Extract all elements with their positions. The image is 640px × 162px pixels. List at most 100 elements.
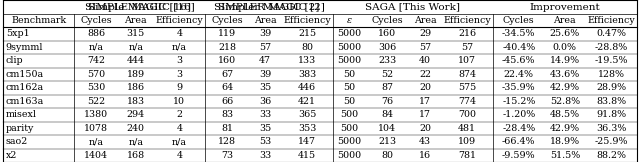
Text: n/a: n/a	[172, 43, 187, 52]
Text: 700: 700	[458, 110, 476, 119]
Text: 73: 73	[221, 151, 233, 160]
Text: 5000: 5000	[337, 29, 361, 38]
Text: 57: 57	[419, 43, 431, 52]
Text: 147: 147	[298, 137, 316, 146]
Text: Area: Area	[124, 16, 147, 25]
Text: 20: 20	[419, 124, 431, 133]
Text: 66: 66	[221, 97, 233, 106]
Text: Cycles: Cycles	[503, 16, 534, 25]
Text: 415: 415	[298, 151, 316, 160]
Text: 774: 774	[458, 97, 476, 106]
Text: 4: 4	[177, 29, 182, 38]
Text: 0.47%: 0.47%	[596, 29, 626, 38]
Text: 4: 4	[177, 151, 182, 160]
Text: -34.5%: -34.5%	[502, 29, 536, 38]
Text: 36: 36	[259, 97, 271, 106]
Text: 43.6%: 43.6%	[550, 70, 580, 79]
Text: 20: 20	[419, 83, 431, 92]
Text: 1078: 1078	[84, 124, 108, 133]
Text: n/a: n/a	[172, 137, 187, 146]
Text: 33: 33	[259, 110, 271, 119]
Text: 530: 530	[87, 83, 105, 92]
Text: 306: 306	[378, 43, 396, 52]
Text: cm162a: cm162a	[6, 83, 44, 92]
Text: 353: 353	[298, 124, 316, 133]
Text: 421: 421	[298, 97, 316, 106]
Text: 28.9%: 28.9%	[596, 83, 626, 92]
Text: 29: 29	[419, 29, 431, 38]
Text: 9: 9	[176, 83, 182, 92]
Text: 10: 10	[173, 97, 186, 106]
Text: 47: 47	[259, 56, 271, 65]
Text: n/a: n/a	[128, 43, 143, 52]
Text: 383: 383	[298, 70, 316, 79]
Text: 17: 17	[419, 110, 431, 119]
Text: 67: 67	[221, 70, 233, 79]
Text: 40: 40	[419, 56, 431, 65]
Text: Efficiency: Efficiency	[156, 16, 204, 25]
Text: -9.59%: -9.59%	[502, 151, 536, 160]
Text: 5000: 5000	[337, 137, 361, 146]
Text: 128: 128	[218, 137, 236, 146]
Text: Area: Area	[554, 16, 576, 25]
Text: 104: 104	[378, 124, 396, 133]
Text: Benchmark: Benchmark	[11, 16, 67, 25]
Text: 83.8%: 83.8%	[596, 97, 626, 106]
Text: 5000: 5000	[337, 43, 361, 52]
Text: 444: 444	[127, 56, 145, 65]
Text: 81: 81	[221, 124, 233, 133]
Text: 16: 16	[419, 151, 431, 160]
Text: 781: 781	[458, 151, 476, 160]
Text: 39: 39	[259, 29, 271, 38]
Text: Area: Area	[413, 16, 436, 25]
Text: x2: x2	[6, 151, 17, 160]
Text: 22: 22	[419, 70, 431, 79]
Text: 2: 2	[177, 110, 182, 119]
Text: 53: 53	[259, 137, 271, 146]
Text: 22.4%: 22.4%	[504, 70, 534, 79]
Text: Area: Area	[253, 16, 276, 25]
Text: -28.4%: -28.4%	[502, 124, 536, 133]
Text: -28.8%: -28.8%	[595, 43, 628, 52]
Text: 36.3%: 36.3%	[596, 124, 626, 133]
Text: 51.5%: 51.5%	[550, 151, 580, 160]
Text: 48.5%: 48.5%	[550, 110, 580, 119]
Text: 446: 446	[298, 83, 316, 92]
Text: 9symml: 9symml	[6, 43, 44, 52]
Text: cm150a: cm150a	[6, 70, 44, 79]
Text: 189: 189	[127, 70, 145, 79]
Text: 213: 213	[378, 137, 396, 146]
Text: 240: 240	[127, 124, 145, 133]
Text: 50: 50	[343, 83, 355, 92]
Text: 119: 119	[218, 29, 236, 38]
Text: 233: 233	[378, 56, 396, 65]
Text: ε: ε	[346, 16, 351, 25]
Text: 57: 57	[461, 43, 473, 52]
Text: 186: 186	[127, 83, 145, 92]
Text: 742: 742	[87, 56, 105, 65]
Text: SAGA [This Work]: SAGA [This Work]	[365, 3, 460, 12]
Text: 57: 57	[259, 43, 271, 52]
Text: 35: 35	[259, 83, 271, 92]
Text: 42.9%: 42.9%	[550, 124, 580, 133]
Text: 570: 570	[87, 70, 105, 79]
Text: 91.8%: 91.8%	[596, 110, 626, 119]
Text: -19.5%: -19.5%	[594, 56, 628, 65]
Text: -45.6%: -45.6%	[502, 56, 536, 65]
Text: 52.8%: 52.8%	[550, 97, 580, 106]
Text: 5000: 5000	[337, 56, 361, 65]
Text: -66.4%: -66.4%	[502, 137, 536, 146]
Text: 160: 160	[378, 29, 396, 38]
Text: 35: 35	[259, 124, 271, 133]
Text: 50: 50	[343, 70, 355, 79]
Text: 1380: 1380	[84, 110, 108, 119]
Text: 4: 4	[177, 124, 182, 133]
Text: 365: 365	[298, 110, 316, 119]
Text: -1.20%: -1.20%	[502, 110, 536, 119]
Text: Efficiency: Efficiency	[587, 16, 635, 25]
Text: 50: 50	[343, 97, 355, 106]
Text: Cycles: Cycles	[81, 16, 112, 25]
Text: 3: 3	[176, 70, 182, 79]
Text: Efficiency: Efficiency	[444, 16, 491, 25]
Text: 128%: 128%	[597, 70, 625, 79]
